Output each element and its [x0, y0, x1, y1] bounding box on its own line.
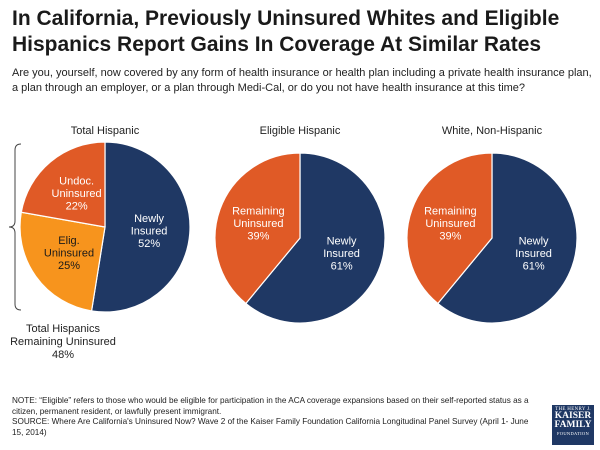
pie-slice: [244, 152, 386, 324]
slice-value-label: 25%: [58, 260, 80, 272]
pie-slice: [436, 152, 578, 324]
bracket-label-line1: Total Hispanics: [26, 323, 100, 335]
slice-label: Insured: [515, 248, 552, 260]
pie-title: Eligible Hispanic: [260, 125, 341, 137]
note-text: NOTE: “Eligible” refers to those who wou…: [12, 396, 529, 416]
slice-label: Uninsured: [233, 218, 283, 230]
slice-value-label: 22%: [66, 201, 88, 213]
uninsured-bracket: [8, 143, 22, 311]
slice-label: Newly: [519, 236, 549, 248]
bracket-label-line2: Remaining Uninsured: [10, 336, 116, 348]
slice-label: Insured: [131, 226, 168, 238]
pie-slice: [19, 211, 106, 312]
slice-label: Uninsured: [44, 248, 94, 260]
slice-label: Elig.: [58, 235, 79, 247]
slice-label: Newly: [134, 213, 164, 225]
logo-line2b: FAMILY: [554, 420, 592, 430]
slice-label: Remaining: [232, 206, 285, 218]
pie-title: Total Hispanic: [71, 125, 140, 137]
logo-line2a: KAISER: [554, 411, 592, 421]
slice-value-label: 52%: [138, 238, 160, 250]
pie-slice: [90, 141, 191, 313]
slice-label: Newly: [327, 236, 357, 248]
pie-slice: [406, 152, 493, 305]
logo-line1: THE HENRY J.: [555, 407, 591, 412]
slice-label: Remaining: [424, 206, 477, 218]
logo-line3: FOUNDATION: [557, 431, 589, 436]
slice-value-label: 61%: [331, 261, 353, 273]
slice-value-label: 39%: [247, 231, 269, 243]
bracket-label-value: 48%: [52, 349, 74, 361]
pie-chart-1: Total HispanicNewlyInsured52%Elig.Uninsu…: [19, 125, 191, 313]
slice-label: Uninsured: [52, 188, 102, 200]
slice-label: Uninsured: [425, 218, 475, 230]
pie-title: White, Non-Hispanic: [442, 125, 543, 137]
kff-logo: THE HENRY J. KAISER FAMILY FOUNDATION: [552, 405, 594, 445]
slice-label: Insured: [323, 248, 360, 260]
slice-label: Undoc.: [59, 176, 94, 188]
page-title: In California, Previously Uninsured Whit…: [12, 7, 560, 56]
slice-value-label: 39%: [439, 231, 461, 243]
source-text: SOURCE: Where Are California's Uninsured…: [12, 417, 529, 437]
pie-slice: [20, 141, 106, 228]
slice-value-label: 61%: [523, 261, 545, 273]
survey-question: Are you, yourself, now covered by any fo…: [12, 67, 592, 94]
pie-slice: [214, 152, 301, 305]
footnotes: NOTE: “Eligible” refers to those who wou…: [12, 396, 542, 438]
